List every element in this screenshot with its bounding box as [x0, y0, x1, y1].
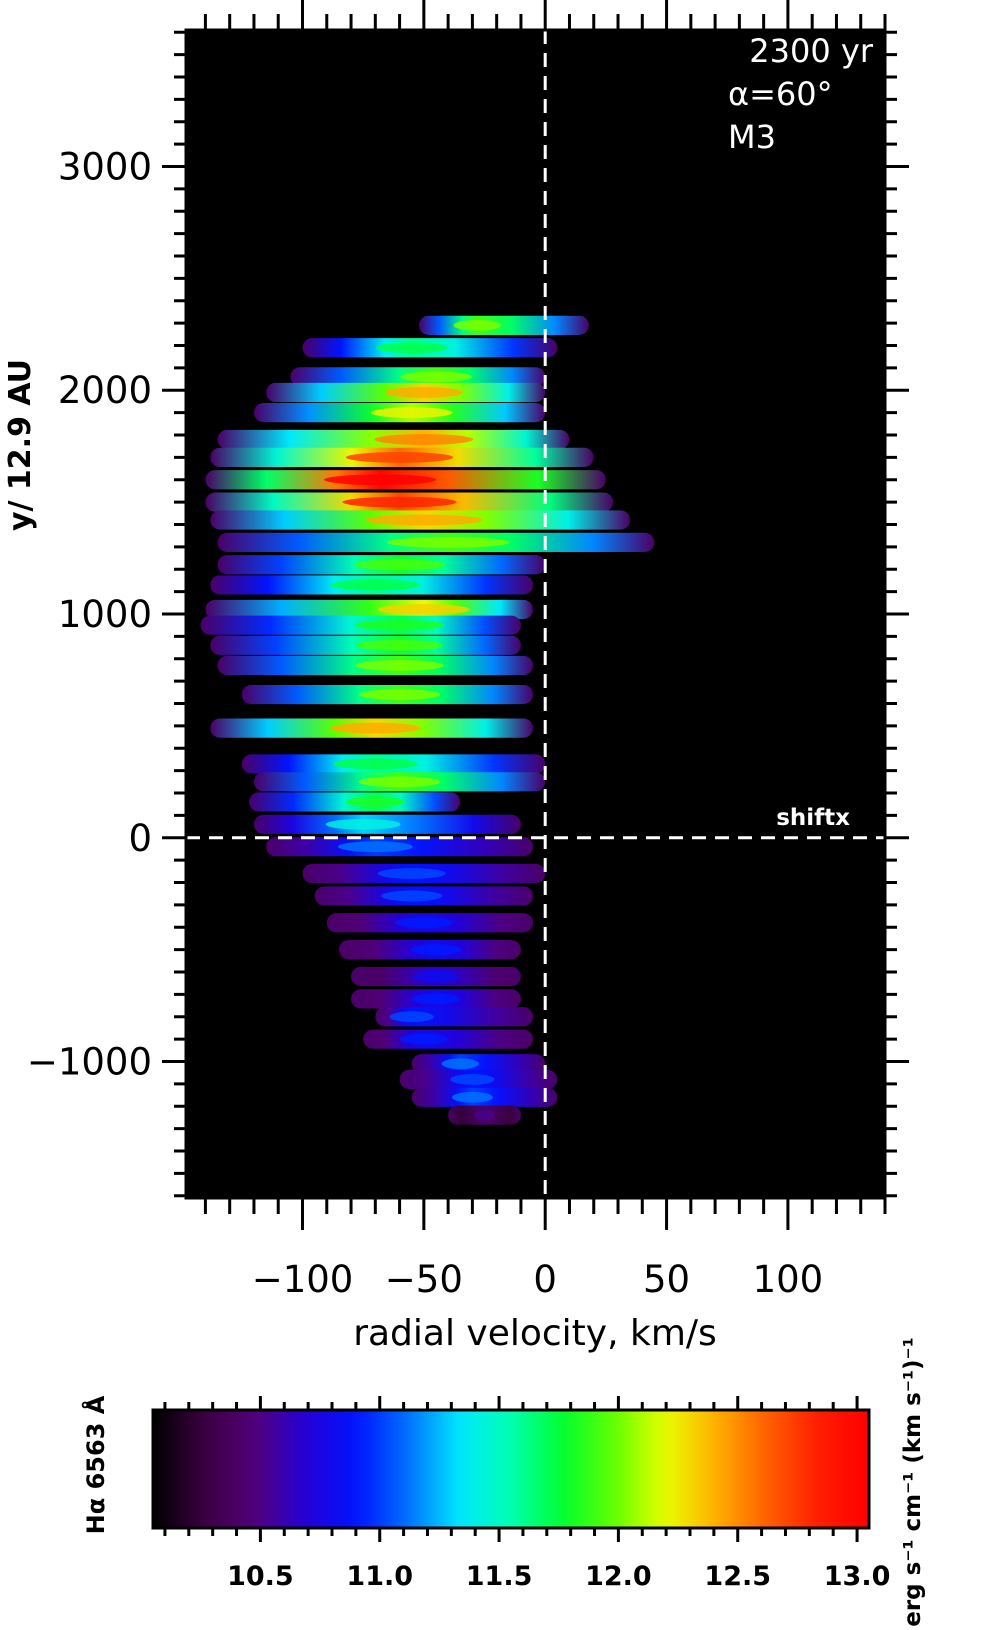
colorbar-units: erg s⁻¹ cm⁻¹ (km s⁻¹)⁻¹	[900, 1337, 926, 1627]
x-tick-label: −50	[385, 1258, 463, 1301]
annotation-shiftx: shiftx	[776, 805, 850, 831]
emission-core	[356, 639, 444, 651]
emission-core	[412, 971, 460, 982]
x-tick-label: 50	[643, 1258, 690, 1301]
emission-core	[412, 993, 460, 1005]
emission-core	[381, 890, 443, 902]
emission-core	[450, 1074, 495, 1085]
x-axis-label: radial velocity, km/s	[353, 1313, 717, 1354]
emission-core	[400, 371, 472, 383]
colorbar-tick-label: 10.5	[227, 1561, 294, 1592]
emission-core	[337, 841, 413, 853]
emission-core	[452, 1091, 493, 1103]
colorbar-tick-label: 11.0	[346, 1561, 413, 1592]
x-tick-label: 100	[753, 1258, 824, 1301]
annotation-inclination: α=60°	[728, 75, 833, 113]
emission-core	[389, 1011, 434, 1023]
colorbar-tick-labels: 10.5 11.0 11.5 12.0 12.5 13.0	[227, 1561, 890, 1592]
emission-core	[324, 474, 437, 486]
annotation-model: M3	[728, 118, 776, 156]
emission-core	[332, 758, 418, 770]
plot-frame	[184, 28, 887, 1200]
emission-core	[410, 944, 462, 956]
axis-ticks	[162, 0, 909, 1230]
emission-core	[358, 689, 441, 700]
emission-core	[441, 1058, 479, 1070]
emission-core	[370, 407, 453, 418]
emission-core	[354, 619, 445, 631]
emission-core	[353, 559, 446, 571]
emission-band	[363, 1029, 534, 1049]
colorbar-gradient	[153, 1410, 869, 1528]
emission-core	[474, 1109, 495, 1121]
emission-core	[330, 722, 421, 734]
emission-core	[377, 868, 446, 879]
emission-core	[358, 776, 441, 788]
colorbar-frame	[151, 1408, 871, 1530]
emission-core	[325, 818, 401, 830]
annotation-age: 2300 yr	[749, 32, 874, 70]
emission-core	[342, 496, 457, 508]
emission-core	[377, 604, 470, 615]
emission-core	[330, 579, 421, 591]
emission-core	[345, 796, 405, 808]
emission-core	[384, 387, 463, 398]
colorbar-ticks	[163, 1396, 859, 1542]
y-tick-label: −1000	[27, 1041, 152, 1084]
emission-core	[345, 451, 454, 463]
emission-core	[365, 514, 483, 526]
y-tick-label: 3000	[58, 145, 152, 188]
y-tick-label: 2000	[58, 369, 152, 412]
emission-core	[394, 917, 453, 929]
emission-core	[453, 319, 502, 331]
colorbar-tick-label: 12.0	[585, 1561, 652, 1592]
y-axis-label: y/ 12.9 AU	[3, 359, 38, 531]
colorbar-tick-label: 11.5	[466, 1561, 533, 1592]
emission-core	[374, 434, 474, 445]
emission-band	[419, 315, 589, 335]
y-tick-label: 0	[128, 817, 152, 860]
reference-lines	[186, 30, 885, 1198]
colorbar: 10.5 11.0 11.5 12.0 12.5 13.0 Hα 6563 Å erg s…	[81, 1337, 926, 1627]
emission-core	[376, 342, 448, 354]
colorbar-tick-label: 13.0	[824, 1561, 891, 1592]
emission-core	[355, 660, 444, 671]
x-tick-label: 0	[533, 1258, 557, 1301]
emission-core	[400, 1033, 448, 1045]
emission-band	[205, 599, 534, 620]
axis-tick-labels: −100 −50 0 50 100 −1000 0 1000 2000 3000	[27, 145, 823, 1301]
y-tick-label: 1000	[58, 593, 152, 636]
x-tick-label: −100	[252, 1258, 354, 1301]
colorbar-label: Hα 6563 Å	[81, 1395, 110, 1534]
emission-core	[386, 537, 510, 548]
colorbar-tick-label: 12.5	[704, 1561, 771, 1592]
